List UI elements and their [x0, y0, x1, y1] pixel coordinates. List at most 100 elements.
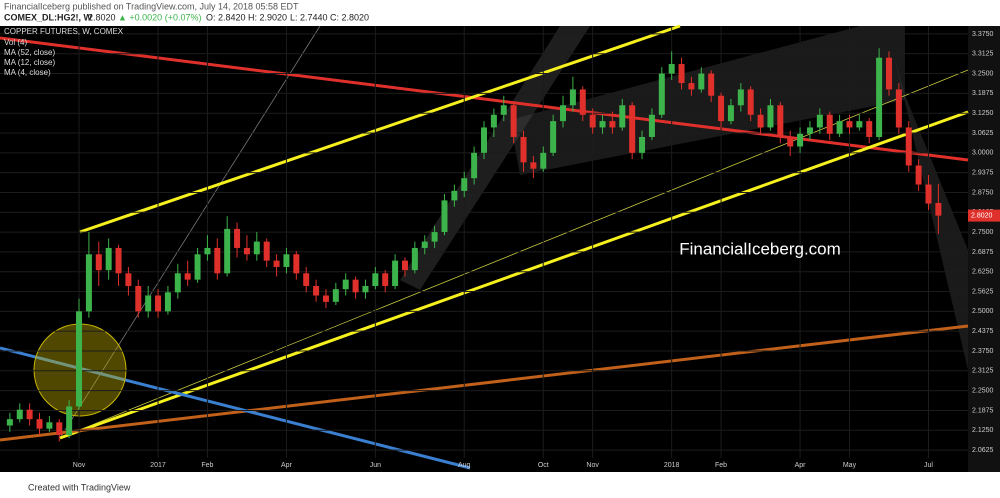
y-tick-label: 2.3125: [972, 368, 994, 375]
candle-body: [856, 121, 863, 128]
candle-body: [866, 121, 873, 137]
y-tick-label: 2.9375: [972, 169, 994, 176]
x-tick-label: Jul: [924, 462, 933, 469]
low: L: 2.7440: [290, 12, 328, 22]
candle-body: [303, 273, 310, 286]
legend-entry: Vol (4): [4, 38, 27, 47]
candle-body: [836, 121, 843, 134]
chart-title: COPPER FUTURES, W, COMEX: [4, 27, 124, 36]
y-tick-label: 2.5000: [972, 308, 994, 315]
candle-body: [313, 285, 320, 296]
candle-body: [56, 422, 63, 436]
channel: [400, 26, 590, 290]
last-price-label: 2.8020: [971, 212, 993, 219]
legend-entry: MA (52, close): [4, 48, 55, 57]
candle-body: [16, 409, 23, 420]
candle-body: [658, 73, 665, 115]
y-tick-label: 2.4375: [972, 328, 994, 335]
y-tick-label: 2.7500: [972, 229, 994, 236]
candle-body: [115, 247, 122, 274]
candle-body: [876, 57, 883, 137]
candle-body: [757, 114, 764, 128]
candle-body: [243, 247, 250, 255]
candle-body: [668, 64, 675, 74]
change: ▲ +0.0020 (+0.07%): [118, 12, 201, 22]
y-tick-label: 3.1875: [972, 90, 994, 97]
x-tick-label: 2018: [664, 462, 680, 469]
x-tick-label: Jun: [370, 462, 381, 469]
candles: [6, 48, 942, 442]
candle-body: [718, 95, 725, 122]
candle-body: [767, 105, 774, 128]
candle-body: [905, 127, 912, 166]
price-axis: [968, 26, 1000, 472]
x-tick-label: Feb: [715, 462, 727, 469]
footer: Created with TradingView: [28, 482, 131, 492]
candle-body: [352, 279, 359, 293]
candle-body: [846, 121, 853, 128]
candle-body: [935, 202, 942, 216]
candle-body: [787, 136, 794, 147]
candle-body: [520, 136, 527, 163]
candle-body: [224, 228, 231, 274]
x-tick-label: Feb: [201, 462, 213, 469]
candle-body: [372, 273, 379, 286]
candle-body: [569, 89, 576, 106]
candle-body: [639, 136, 646, 153]
candle-body: [362, 285, 369, 293]
candle-body: [273, 260, 280, 267]
trend-line: [79, 24, 681, 234]
channel: [895, 60, 968, 370]
candle-body: [95, 254, 102, 271]
publisher: FinancialIceberg published on TradingVie…: [4, 1, 299, 11]
high: H: 2.9020: [248, 12, 287, 22]
candle-body: [451, 190, 458, 201]
candle-body: [698, 73, 705, 90]
symbol: COMEX_DL:HG2!, W: [4, 12, 93, 22]
y-tick-label: 2.1875: [972, 407, 994, 414]
candle-body: [747, 89, 754, 115]
candle-body: [481, 127, 487, 153]
x-tick-label: Nov: [586, 462, 599, 469]
grid: [0, 26, 968, 458]
candle-body: [895, 89, 902, 128]
candle-body: [76, 311, 83, 407]
y-tick-label: 3.2500: [972, 70, 994, 77]
channel: [510, 26, 905, 175]
candle-body: [678, 64, 685, 84]
y-tick-label: 2.5625: [972, 288, 994, 295]
x-tick-label: Oct: [538, 462, 549, 469]
candle-body: [806, 127, 813, 134]
watermark: FinancialIceberg.com: [679, 239, 841, 258]
candle-body: [648, 114, 655, 137]
x-tick-label: May: [843, 462, 857, 469]
candle-body: [184, 273, 191, 280]
candle-body: [263, 241, 270, 261]
candle-body: [915, 165, 922, 185]
candle-body: [145, 295, 152, 312]
candle-body: [174, 273, 181, 293]
x-tick-label: Apr: [795, 462, 807, 469]
candle-body: [401, 260, 408, 271]
legend-entry: MA (4, close): [4, 68, 51, 77]
candle-body: [727, 105, 734, 122]
candle-body: [155, 295, 162, 312]
candle-body: [550, 121, 557, 153]
candle-body: [431, 232, 438, 242]
x-tick-label: 2017: [150, 462, 166, 469]
candle-body: [164, 292, 171, 312]
y-tick-label: 3.3125: [972, 51, 994, 58]
x-tick-label: Nov: [73, 462, 86, 469]
candle-body: [777, 105, 784, 137]
candle-body: [36, 419, 43, 429]
last-price: 2.8020: [88, 12, 116, 22]
x-tick-label: Aug: [458, 462, 471, 469]
candle-body: [194, 254, 201, 280]
candle-body: [925, 184, 932, 204]
candle-body: [471, 152, 478, 179]
trend-line: [59, 69, 969, 439]
candle-body: [6, 419, 13, 426]
open: O: 2.8420: [206, 12, 246, 22]
